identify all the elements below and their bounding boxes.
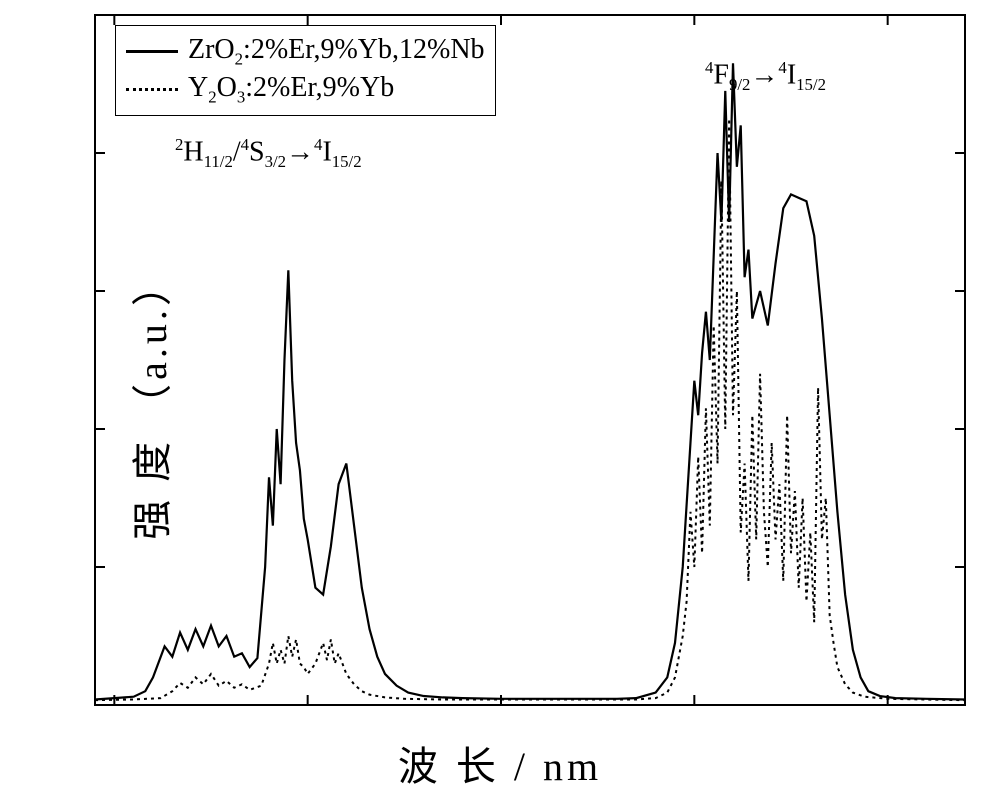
spectrum-chart: 强 度 （a.u.） 波 长 / nm ZrO2:2%Er,9%Yb,12%Nb…: [0, 0, 1000, 802]
legend-item: Y2O3:2%Er,9%Yb: [126, 70, 485, 108]
y-axis-label: 强 度 （a.u.）: [120, 262, 178, 540]
legend-label: ZrO2:2%Er,9%Yb,12%Nb: [188, 32, 485, 70]
legend-box: ZrO2:2%Er,9%Yb,12%NbY2O3:2%Er,9%Yb: [115, 25, 496, 116]
x-axis-label: 波 长 / nm: [398, 734, 602, 792]
legend-item: ZrO2:2%Er,9%Yb,12%Nb: [126, 32, 485, 70]
transition-annotation: 4F9/2→4I15/2: [705, 58, 826, 95]
legend-swatch: [126, 50, 178, 53]
legend-swatch: [126, 88, 178, 91]
transition-annotation: 2H11/2/4S3/2→4I15/2: [175, 135, 362, 172]
series-line: [95, 119, 965, 701]
legend-label: Y2O3:2%Er,9%Yb: [188, 70, 394, 108]
